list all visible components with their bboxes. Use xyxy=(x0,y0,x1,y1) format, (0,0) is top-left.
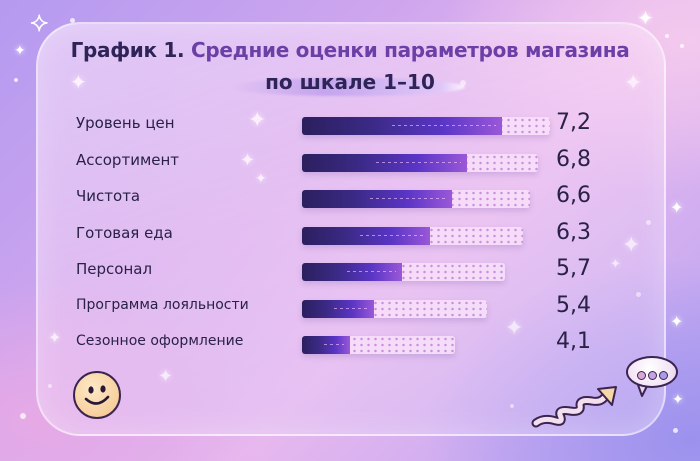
bar-track xyxy=(302,263,505,281)
category-label: Чистота xyxy=(76,187,141,205)
bar-track xyxy=(302,336,455,354)
bar-row: Ассортимент 6,8 xyxy=(0,147,700,177)
bar-row: Уровень цен 7,2 xyxy=(0,110,700,140)
chart-subtitle: по шкале 1–10 xyxy=(265,70,435,94)
subtitle-highlight xyxy=(230,78,465,96)
bar-track xyxy=(302,153,538,172)
category-label: Персонал xyxy=(76,260,153,278)
bar-row: Чистота 6,6 xyxy=(0,183,700,213)
value-label: 7,2 xyxy=(556,110,591,135)
bar-fill xyxy=(302,190,452,208)
bar-track xyxy=(302,117,550,135)
value-label: 4,1 xyxy=(556,329,591,354)
bar-track xyxy=(302,190,530,208)
squiggle-arrow-icon xyxy=(531,386,617,428)
chart-subtitle-block: по шкале 1–10 xyxy=(230,68,470,100)
bar-fill xyxy=(302,336,350,354)
chart-title-main: Средние оценки параметров магазина xyxy=(191,38,630,62)
category-label: Сезонное оформление xyxy=(76,333,244,349)
chat-bubble-ellipsis-icon xyxy=(622,352,684,400)
bar-row: Персонал 5,7 xyxy=(0,256,700,286)
category-label: Программа лояльности xyxy=(76,296,249,313)
category-label: Готовая еда xyxy=(76,223,173,242)
value-label: 5,4 xyxy=(556,292,591,318)
smiley-face-icon xyxy=(73,371,121,419)
chat-bubble xyxy=(626,356,678,388)
bar-track xyxy=(302,226,523,245)
bar-fill xyxy=(302,299,374,318)
bar-fill xyxy=(302,153,467,172)
bar-row: Программа лояльности 5,4 xyxy=(0,293,700,323)
category-label: Уровень цен xyxy=(76,114,175,132)
chart-title-prefix: График 1. xyxy=(70,38,185,62)
bar-row: Готовая еда 6,3 xyxy=(0,220,700,250)
value-label: 6,3 xyxy=(556,219,591,245)
category-label: Ассортимент xyxy=(76,150,180,169)
bar-fill xyxy=(302,226,430,245)
value-label: 6,8 xyxy=(556,146,591,172)
bar-row: Сезонное оформление 4,1 xyxy=(0,329,700,359)
bar-fill xyxy=(302,263,402,281)
sparkle-star-icon: ✦ xyxy=(29,12,49,37)
chart-title: График 1. Средние оценки параметров мага… xyxy=(0,38,700,62)
value-label: 6,6 xyxy=(556,183,591,208)
bar-fill xyxy=(302,117,502,135)
bar-track xyxy=(302,299,487,318)
value-label: 5,7 xyxy=(556,256,591,281)
